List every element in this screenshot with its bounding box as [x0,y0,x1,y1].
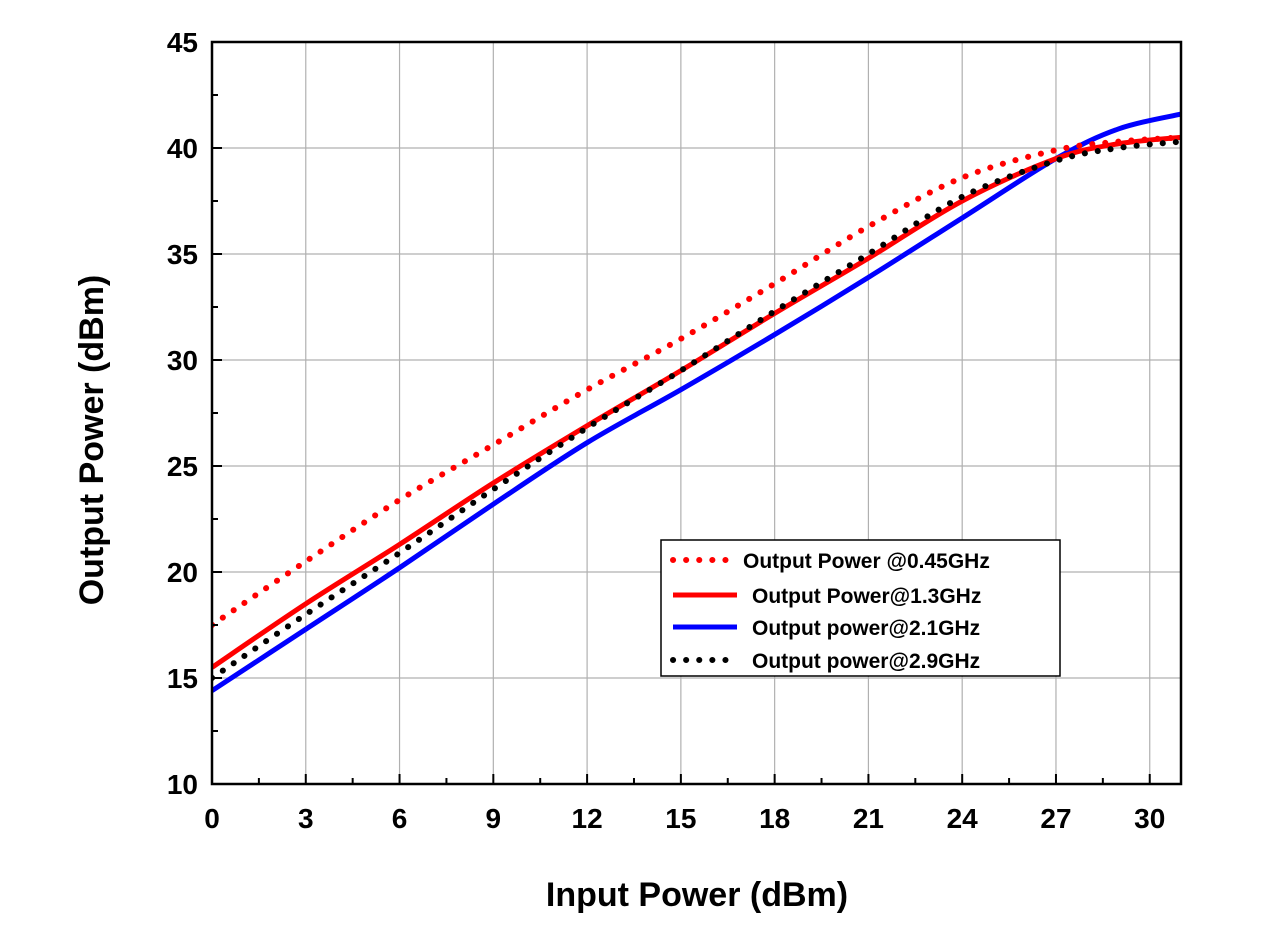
x-tick-label: 12 [572,803,603,834]
y-tick-label: 15 [167,663,198,694]
legend-label: Output Power @0.45GHz [743,550,990,573]
legend-label: Output Power@1.3GHz [752,585,981,608]
series-layer [212,111,1181,693]
y-tick-label: 40 [167,133,198,164]
series-line-1 [212,134,1181,628]
x-tick-label: 18 [759,803,790,834]
series-line-4 [212,138,1181,681]
y-tick-labels: 10 15 20 25 30 35 40 45 [167,27,198,800]
legend-entry: Output power@2.1GHz [673,617,980,640]
y-tick-label: 30 [167,345,198,376]
legend-box [660,539,1061,677]
legend-entry: Output power@2.9GHz [670,650,980,673]
y-tick-label: 10 [167,769,198,800]
ticks [211,41,1151,785]
y-tick-label: 45 [167,27,198,58]
x-tick-labels: 0 3 6 9 12 15 18 21 24 27 30 [204,803,1165,834]
y-tick-label: 20 [167,557,198,588]
legend-entry: Output Power @0.45GHz [670,550,990,573]
y-tick-label: 35 [167,239,198,270]
legend-entry: Output Power@1.3GHz [673,585,981,608]
x-axis-label: Input Power (dBm) [546,876,848,914]
x-tick-label: 27 [1040,803,1071,834]
x-tick-label: 6 [392,803,408,834]
legend-label: Output power@2.9GHz [752,650,980,673]
x-tick-label: 30 [1134,803,1165,834]
y-tick-label: 25 [167,451,198,482]
legend-label: Output power@2.1GHz [752,617,980,640]
legend: Output Power @0.45GHz Output Power@1.3GHz… [660,539,1061,677]
x-tick-label: 21 [853,803,884,834]
legend-entries: Output Power @0.45GHz Output Power@1.3GHz… [670,550,990,673]
x-tick-label: 24 [947,803,979,834]
x-tick-label: 3 [298,803,314,834]
x-tick-label: 15 [665,803,696,834]
x-tick-label: 9 [486,803,502,834]
x-tick-label: 0 [204,803,220,834]
y-axis-label: Output Power (dBm) [73,275,111,606]
